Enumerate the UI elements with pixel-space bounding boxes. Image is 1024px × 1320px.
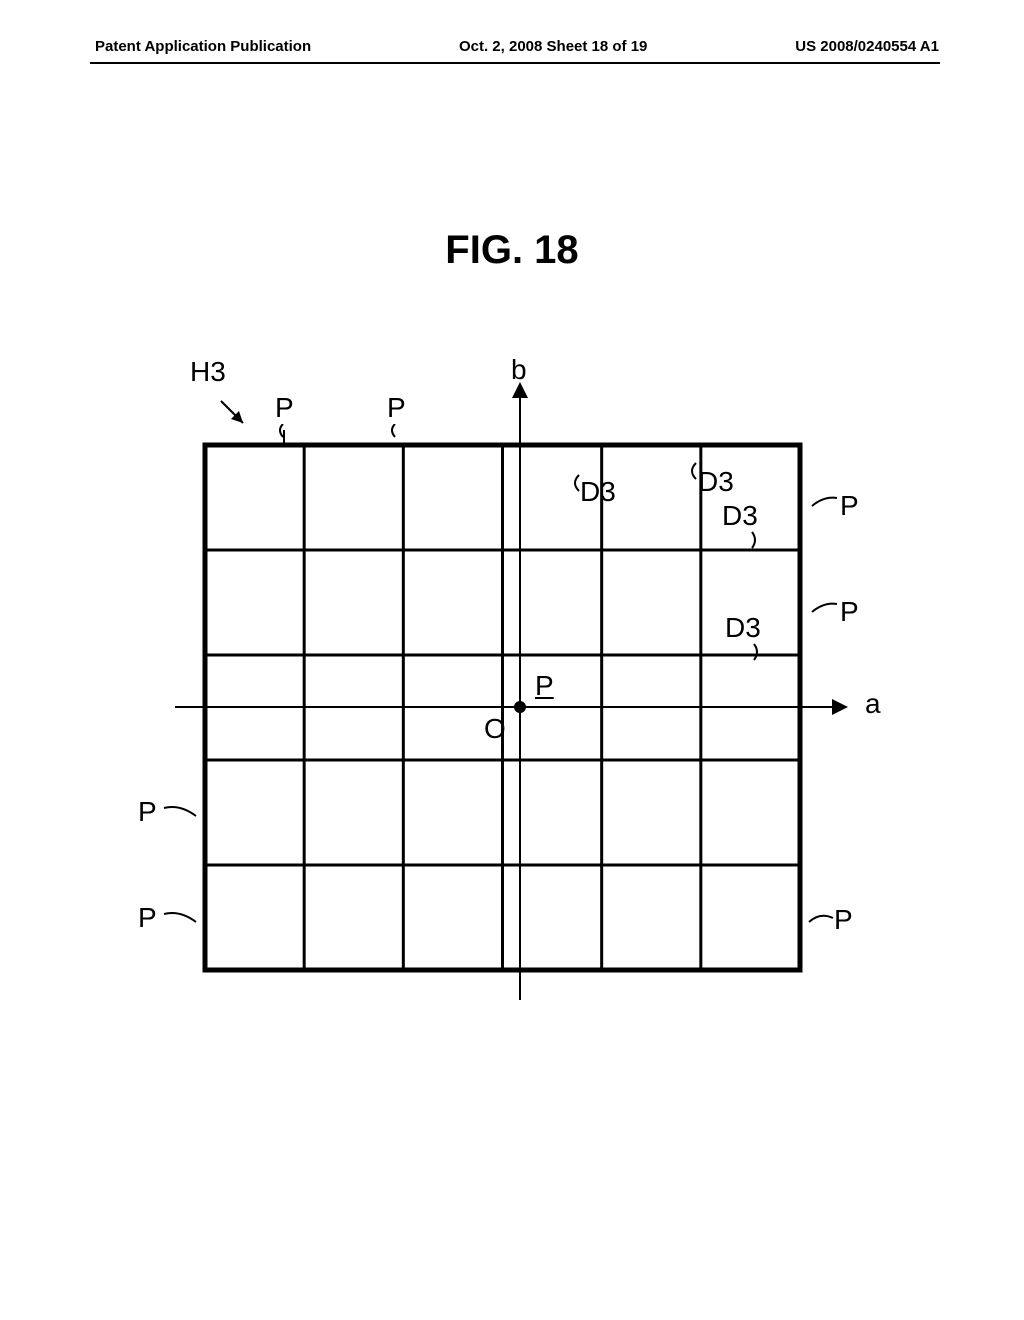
p-l1-hook xyxy=(162,804,198,822)
p-l2-hook xyxy=(162,910,198,928)
p-label-top1: P xyxy=(275,392,294,424)
d3-label-3: D3 xyxy=(722,500,758,532)
d3-hook-4 xyxy=(750,642,764,664)
diagram-container: b a O P H3 P P D3 D3 D3 D3 P P P P P xyxy=(130,360,890,1010)
header-rule xyxy=(90,62,940,64)
header-left: Patent Application Publication xyxy=(95,38,311,55)
p-r2-hook xyxy=(810,600,840,618)
origin-dot xyxy=(514,701,526,713)
p-underline-label: P xyxy=(535,670,554,702)
p-label-r3: P xyxy=(834,904,853,936)
d3-label-2: D3 xyxy=(698,466,734,498)
p-r1-hook xyxy=(810,494,840,512)
p-label-top2: P xyxy=(387,392,406,424)
header-center: Oct. 2, 2008 Sheet 18 of 19 xyxy=(459,38,647,55)
h3-label: H3 xyxy=(190,356,226,388)
h3-arrow-icon xyxy=(215,395,255,435)
p-label-r2: P xyxy=(840,596,859,628)
d3-label-4: D3 xyxy=(725,612,761,644)
axis-b-label: b xyxy=(511,354,527,386)
p-label-l1: P xyxy=(138,796,157,828)
d3-label-1: D3 xyxy=(580,476,616,508)
tick-hook1 xyxy=(277,424,291,438)
header-right: US 2008/0240554 A1 xyxy=(795,38,939,55)
d3-hook-2 xyxy=(685,460,699,482)
figure-title: FIG. 18 xyxy=(0,228,1024,273)
d3-hook-1 xyxy=(568,472,582,494)
tick-hook2 xyxy=(389,424,403,438)
patent-header: Patent Application Publication Oct. 2, 2… xyxy=(0,38,1024,55)
p-r3-hook xyxy=(807,912,835,930)
origin-label: O xyxy=(484,713,506,745)
grid-svg xyxy=(130,360,890,1010)
p-label-r1: P xyxy=(840,490,859,522)
axis-a-label: a xyxy=(865,688,881,720)
p-label-l2: P xyxy=(138,902,157,934)
d3-hook-3 xyxy=(748,530,762,552)
